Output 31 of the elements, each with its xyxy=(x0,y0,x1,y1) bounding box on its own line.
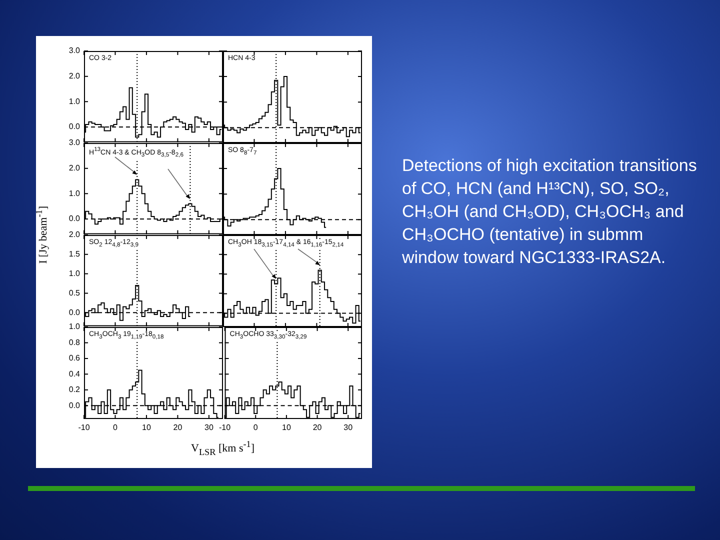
y-tick-label: 3.0 xyxy=(68,46,81,56)
x-axis-title: V$_{LSR}$ [km s$^{-1}$] xyxy=(191,439,255,457)
x-tick-label: -10 xyxy=(78,423,90,432)
x-tick-label: 10 xyxy=(282,423,292,432)
y-tick-label: 0.0 xyxy=(68,122,81,132)
x-tick-label: -10 xyxy=(219,423,232,432)
x-tick-label: 30 xyxy=(204,423,214,432)
x-tick-label: 30 xyxy=(344,423,354,432)
x-tick-label: 0 xyxy=(113,423,118,432)
y-tick-label: 1.0 xyxy=(68,322,81,332)
y-tick-label: 0.5 xyxy=(68,288,81,298)
x-tick-label: 20 xyxy=(312,423,322,432)
y-tick-label: 2.0 xyxy=(68,164,81,173)
y-tick-label: 2.0 xyxy=(68,72,81,81)
y-tick-label: 1.5 xyxy=(68,250,81,259)
y-tick-label: 0.0 xyxy=(68,308,81,317)
y-tick-label: 0.0 xyxy=(68,214,81,224)
y-tick-label: 0.2 xyxy=(68,385,81,394)
x-tick-label: 20 xyxy=(173,423,183,432)
text: Detections of high excitation transitions of CO, HCN (and H¹³CN), SO, SO₂, CH₃OH (and CH₃OD), CH₃OCH₃ and CH₃OCHO (tentative) in submm window toward NGC1333-IRAS2A. xyxy=(402,155,698,269)
x-tick-label: 0 xyxy=(253,423,258,432)
x-tick-label: 10 xyxy=(142,423,152,432)
y-tick-label: 1.0 xyxy=(68,188,81,198)
y-tick-label: 0.0 xyxy=(68,400,81,410)
y-tick-label: 0.4 xyxy=(68,369,81,378)
y-tick-label: 3.0 xyxy=(68,138,81,148)
y-tick-label: 2.0 xyxy=(68,230,81,240)
y-tick-label: 1.0 xyxy=(68,269,81,278)
y-tick-label: 0.8 xyxy=(68,338,81,347)
y-tick-label: 1.0 xyxy=(68,96,81,106)
y-tick-label: 0.6 xyxy=(68,354,81,363)
